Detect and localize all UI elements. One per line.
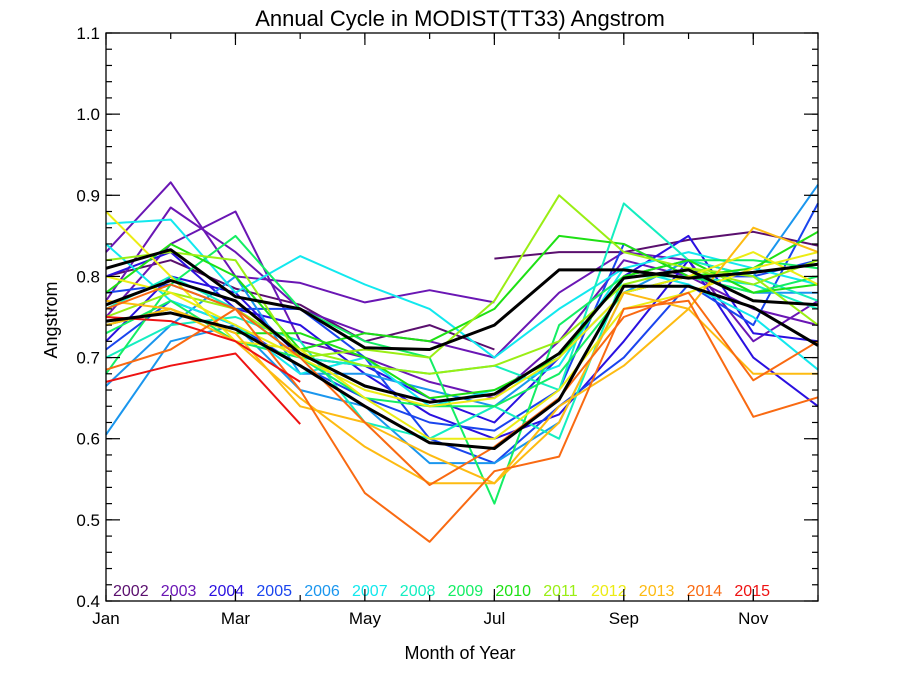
legend-item-2002: 2002 <box>113 583 149 600</box>
legend-item-2011: 2011 <box>543 583 578 600</box>
x-tick-label-Mar: Mar <box>221 609 251 628</box>
series-line-3 <box>105 181 495 304</box>
series-line-23 <box>105 251 819 408</box>
legend-item-2009: 2009 <box>448 583 484 600</box>
y-tick-label-1.0: 1.0 <box>76 105 100 124</box>
y-tick-label-0.4: 0.4 <box>76 592 100 611</box>
series-line-1 <box>494 230 819 260</box>
series-line-29 <box>105 316 301 383</box>
series-layer <box>105 181 819 543</box>
tick-labels: Jan Mar May Jul Sep Nov 0.4 0.5 0.6 0.7 0.8 0.9 1.0 1… <box>76 24 769 628</box>
legend-item-2004: 2004 <box>209 583 245 600</box>
series-line-32 <box>105 284 819 450</box>
plot-frame <box>105 32 819 602</box>
y-tick-label-0.6: 0.6 <box>76 430 100 449</box>
series-line-5 <box>105 210 819 400</box>
legend: 2002 2003 2004 2005 2006 2007 2008 2009 2010 2011… <box>113 583 770 600</box>
y-tick-label-0.8: 0.8 <box>76 267 100 286</box>
legend-item-2008: 2008 <box>400 583 436 600</box>
series-line-30 <box>105 248 819 351</box>
legend-item-2013: 2013 <box>639 583 675 600</box>
series-line-26 <box>105 299 819 543</box>
y-tick-label-0.9: 0.9 <box>76 186 100 205</box>
legend-item-2005: 2005 <box>256 583 292 600</box>
x-axis-label: Month of Year <box>404 643 515 663</box>
y-tick-label-1.1: 1.1 <box>76 24 100 43</box>
legend-item-2003: 2003 <box>161 583 197 600</box>
series-line-28 <box>105 352 301 425</box>
series-line-20 <box>105 194 819 359</box>
x-tick-label-Jul: Jul <box>483 609 505 628</box>
legend-item-2014: 2014 <box>687 583 723 600</box>
y-tick-label-0.7: 0.7 <box>76 349 100 368</box>
series-line-27 <box>105 283 819 486</box>
x-tick-label-Jan: Jan <box>92 609 119 628</box>
legend-item-2015: 2015 <box>734 583 770 600</box>
series-line-17 <box>105 275 819 408</box>
legend-item-2007: 2007 <box>352 583 388 600</box>
legend-item-2006: 2006 <box>304 583 340 600</box>
x-tick-label-Nov: Nov <box>738 609 769 628</box>
series-line-31 <box>105 268 819 404</box>
y-axis-label: Angstrom <box>41 281 61 358</box>
series-line-21 <box>105 267 819 375</box>
series-line-24 <box>105 226 819 485</box>
x-tick-label-May: May <box>349 609 382 628</box>
series-line-2 <box>105 259 495 351</box>
legend-item-2012: 2012 <box>591 583 627 600</box>
y-tick-label-0.5: 0.5 <box>76 511 100 530</box>
legend-item-2010: 2010 <box>495 583 531 600</box>
series-line-16 <box>105 234 819 505</box>
axes <box>105 32 819 602</box>
x-tick-label-Sep: Sep <box>609 609 639 628</box>
chart-title: Annual Cycle in MODIST(TT33) Angstrom <box>255 6 665 31</box>
